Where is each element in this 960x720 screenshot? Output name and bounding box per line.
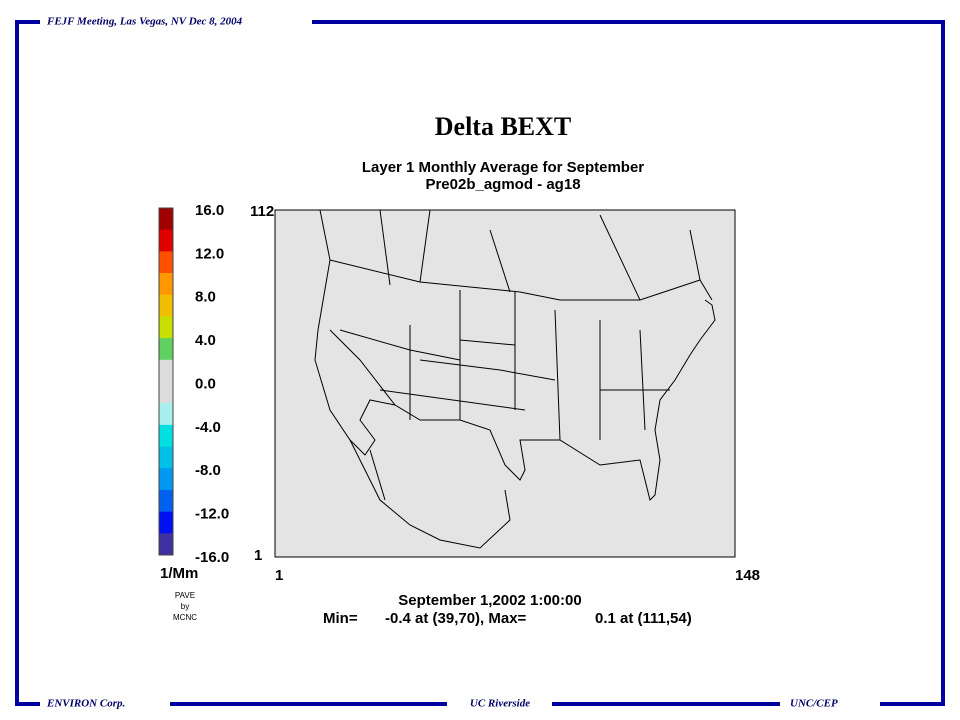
x-axis-left: 1 [275,567,283,584]
footer-right: UNC/CEP [790,698,838,710]
colorbar-label: 8.0 [195,289,216,306]
colorbar-bin [159,316,173,339]
credit: PAVE [175,591,195,600]
timestamp: September 1,2002 1:00:00 [398,592,581,609]
colorbar-bin [159,403,173,426]
map-area [274,209,736,558]
state-lines [329,290,670,441]
colorbar-label: 16.0 [195,202,224,219]
colorbar-bin [159,468,173,491]
colorbar-bin [159,424,173,447]
colorbar-label: 12.0 [195,245,224,262]
stats-min-label: Min= [323,610,358,627]
colorbar-bin [159,359,173,382]
colorbar-bin [159,229,173,252]
colorbar-label: 0.0 [195,375,216,392]
plot-title: Delta BEXT [435,112,572,141]
colorbar-bin [159,489,173,512]
colorbar-frame [158,207,174,556]
x-axis-right: 148 [735,567,760,584]
colorbar-bin [159,273,173,296]
colorbar-bin [159,208,173,230]
colorbar-label: -12.0 [195,506,229,523]
footer-center: UC Riverside [470,698,530,710]
colorbar-bin [159,251,173,274]
colorbar-units: 1/Mm [160,565,198,582]
colorbar-bin [159,294,173,317]
map-outlines [314,209,716,549]
footer-left: ENVIRON Corp. [46,698,125,710]
border [329,259,713,301]
colorbar-bin [159,446,173,469]
colorbar-label: -4.0 [195,419,221,436]
colorbar-label: -8.0 [195,462,221,479]
colorbar-bin [159,533,173,556]
plot-subtitle: Pre02b_agmod - ag18 [425,176,580,193]
colorbar: 16.0 12.0 8.0 4.0 0.0 -4.0 -8.0 -12.0 -16.0 [158,202,229,566]
stats-min: -0.4 at (39,70), Max= [385,610,527,627]
header-text: FEJF Meeting, Las Vegas, NV Dec 8, 2004 [46,16,243,28]
stats-max: 0.1 at (111,54) [595,610,692,627]
grid-boundaries [319,209,701,301]
y-axis-bottom: 1 [254,547,262,564]
colorbar-label: -16.0 [195,549,229,566]
plot-subtitle: Layer 1 Monthly Average for September [362,159,644,176]
credit: MCNC [173,613,197,622]
colorbar-bin [159,511,173,534]
y-axis-top: 112 [250,203,274,220]
colorbar-label: 4.0 [195,332,216,349]
credit: by [181,602,189,611]
colorbar-bin [159,381,173,404]
mexico [349,439,511,549]
colorbar-bin [159,338,173,361]
coastline [314,259,716,501]
